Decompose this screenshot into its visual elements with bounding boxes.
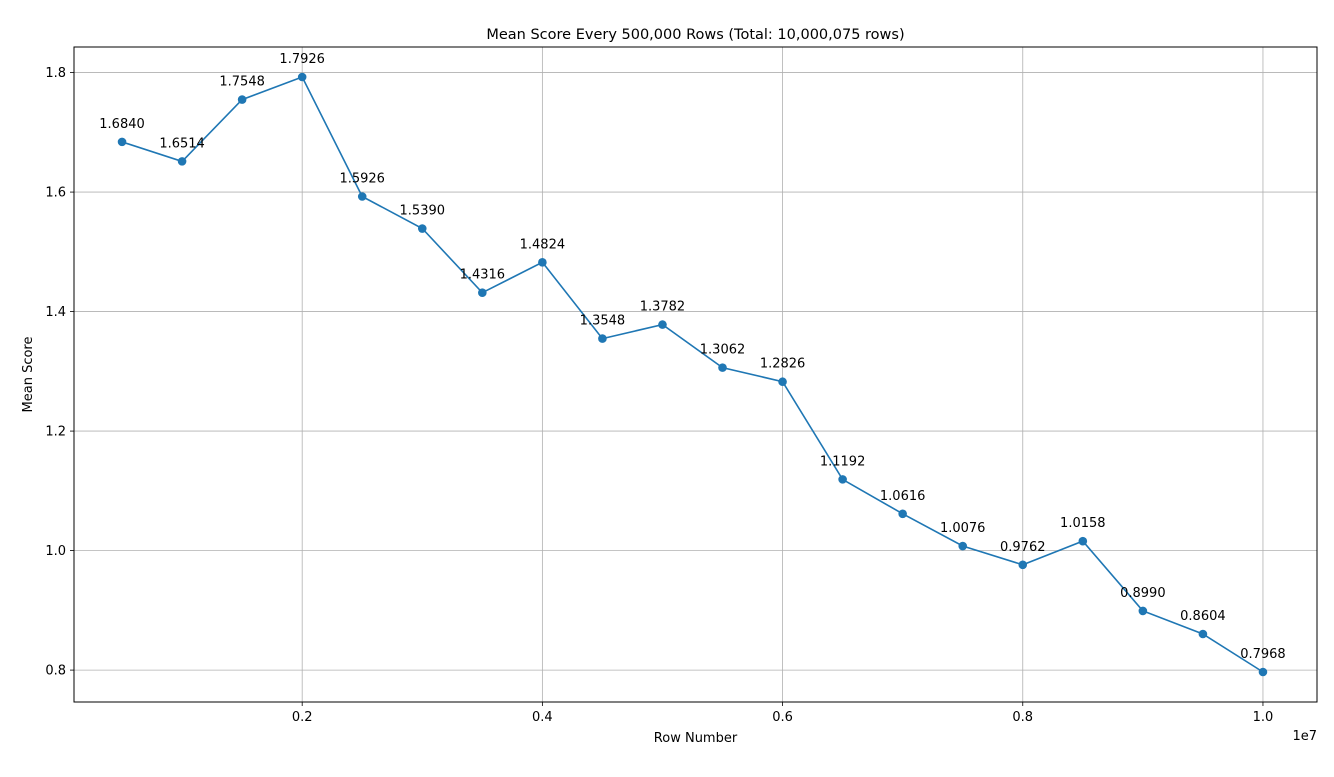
y-tick-label: 1.4 — [45, 305, 66, 320]
x-tick-label: 0.4 — [532, 710, 553, 725]
data-point — [1198, 629, 1208, 639]
x-tick-label: 0.8 — [1012, 710, 1033, 725]
x-tick-label: 1.0 — [1253, 710, 1274, 725]
y-tick-label: 1.2 — [45, 425, 66, 440]
y-axis-ticks: 0.8 1.0 1.2 1.4 1.6 1.8 — [45, 66, 74, 679]
data-point — [1078, 536, 1088, 546]
data-point — [1138, 606, 1148, 616]
data-label: 1.7548 — [219, 75, 265, 90]
data-label: 1.5926 — [339, 171, 385, 186]
data-point — [1258, 667, 1268, 677]
y-tick-label: 1.0 — [45, 544, 66, 559]
data-point — [357, 192, 367, 201]
data-label: 1.0616 — [880, 489, 926, 504]
y-tick-label: 1.8 — [45, 66, 66, 81]
grid-lines — [74, 47, 1317, 702]
data-point — [177, 157, 187, 166]
data-label: 1.5390 — [400, 204, 446, 219]
data-point — [958, 541, 968, 551]
data-point — [297, 72, 307, 82]
x-axis-offset-label: 1e7 — [1292, 729, 1317, 744]
data-label: 0.8990 — [1120, 586, 1166, 601]
data-label: 1.3782 — [640, 300, 686, 315]
data-label: 1.1192 — [820, 454, 866, 469]
data-label: 0.9762 — [1000, 540, 1046, 555]
data-label: 1.0076 — [940, 521, 986, 536]
data-label: 0.8604 — [1180, 609, 1226, 624]
x-tick-label: 0.6 — [772, 710, 793, 725]
data-label: 1.4316 — [460, 268, 506, 283]
data-label: 1.3548 — [580, 314, 626, 329]
data-label: 0.7968 — [1240, 647, 1286, 662]
data-label: 1.6514 — [159, 136, 205, 151]
plot-frame — [73, 46, 1318, 703]
data-labels: 1.6840 1.6514 1.7548 1.7926 1.5926 1.5390 1.43… — [99, 52, 1285, 662]
data-point — [1018, 560, 1028, 570]
data-point — [658, 320, 667, 329]
data-label: 1.7926 — [279, 52, 325, 67]
data-point — [237, 95, 247, 104]
data-label: 1.2826 — [760, 357, 806, 372]
y-tick-label: 1.6 — [45, 186, 66, 201]
y-axis-label: Mean Score — [21, 337, 36, 413]
chart-title: Mean Score Every 500,000 Rows (Total: 10… — [486, 27, 904, 43]
data-point — [478, 288, 487, 297]
data-point — [598, 334, 607, 343]
x-axis-label: Row Number — [654, 731, 738, 746]
y-tick-label: 0.8 — [45, 664, 66, 679]
data-point — [838, 475, 847, 484]
x-tick-label: 0.2 — [292, 710, 313, 725]
series-line — [121, 75, 1264, 673]
data-label: 1.6840 — [99, 117, 145, 132]
data-points — [117, 72, 1268, 677]
data-point — [417, 224, 427, 233]
x-axis-ticks: 0.2 0.4 0.6 0.8 1.0 — [292, 702, 1273, 725]
data-label: 1.0158 — [1060, 516, 1106, 531]
data-point — [718, 363, 727, 372]
data-point — [778, 377, 787, 387]
data-label: 1.3062 — [700, 343, 746, 358]
data-point — [898, 509, 907, 519]
data-point — [538, 258, 547, 267]
data-label: 1.4824 — [520, 237, 566, 252]
data-point — [117, 137, 127, 147]
